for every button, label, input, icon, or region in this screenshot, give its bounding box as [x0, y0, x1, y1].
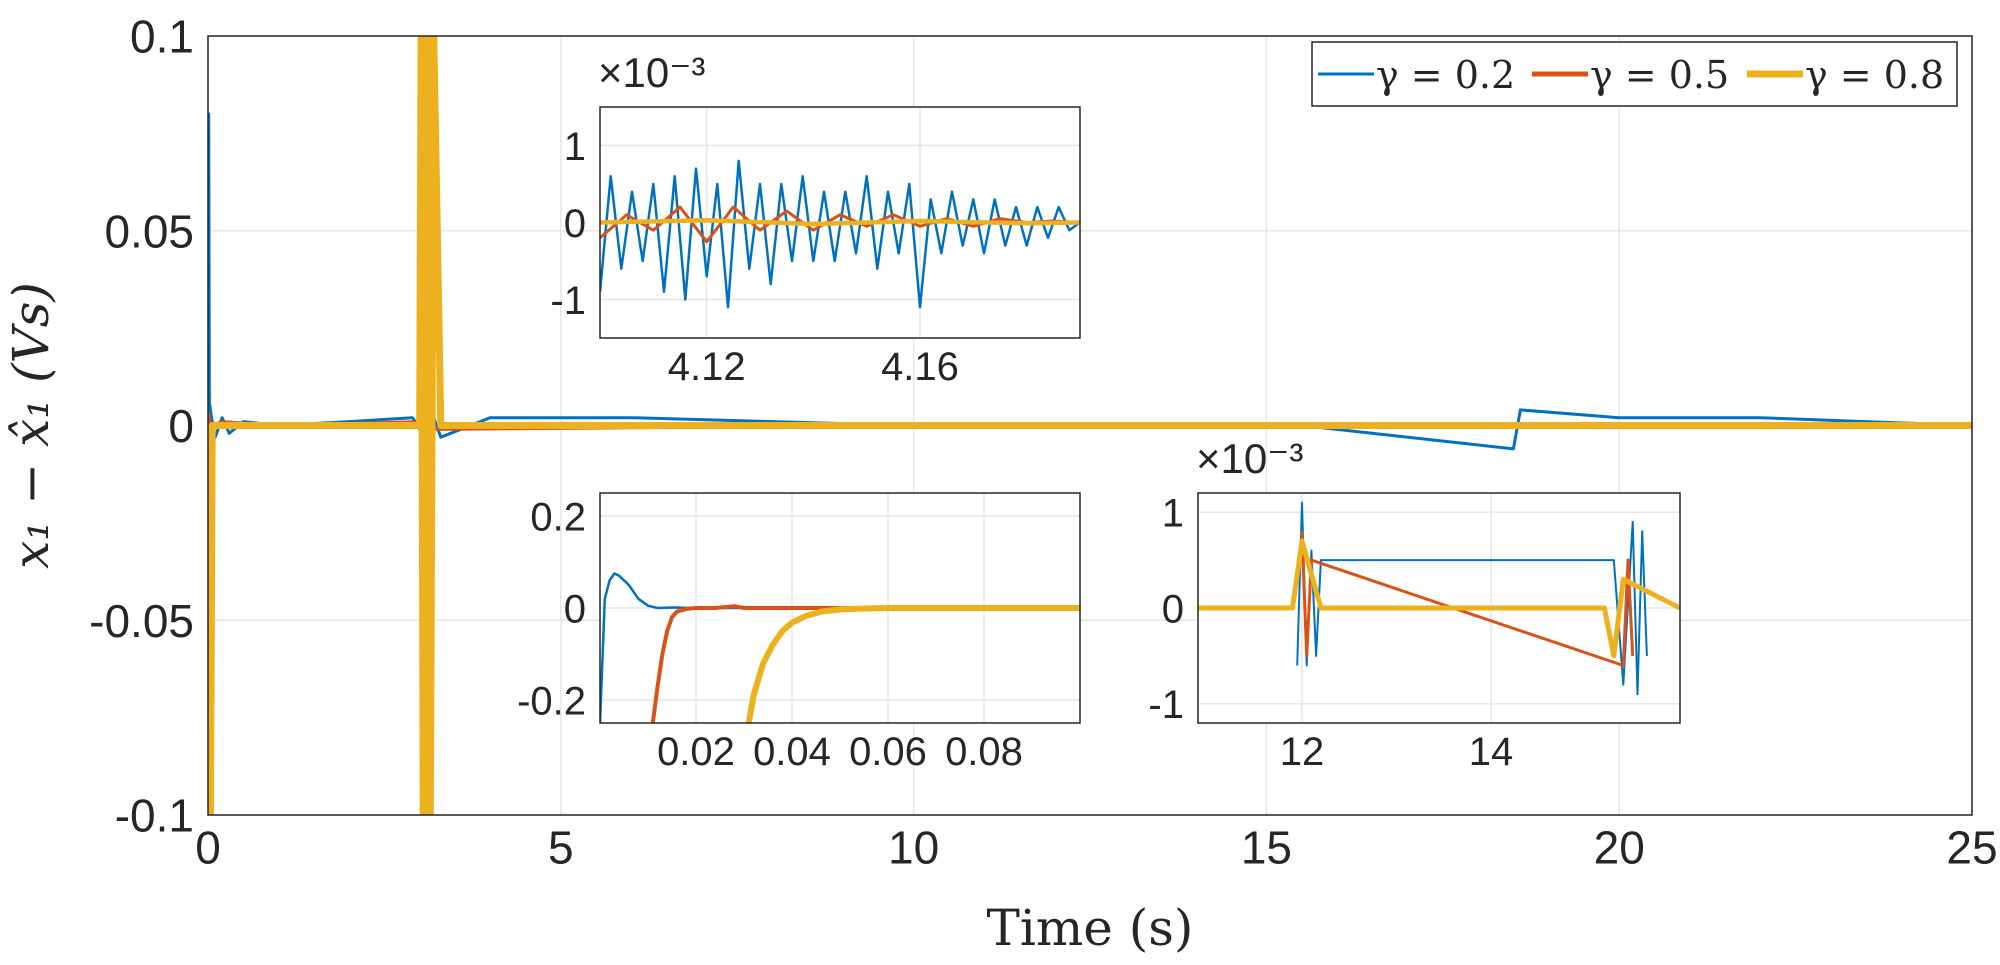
- legend-label: γ = 0.2: [1376, 53, 1515, 97]
- y-tick-label: -1: [1148, 683, 1184, 727]
- series-line-inset_bottom_left-2: [745, 605, 1080, 723]
- x-tick-label: 0.06: [849, 730, 927, 774]
- x-tick-label: 4.16: [881, 345, 959, 389]
- x-tick-label: 0: [195, 821, 221, 873]
- x-tick-label: 5: [548, 821, 574, 873]
- main-frame: [207, 35, 1973, 816]
- x-tick-label: 10: [888, 821, 939, 873]
- series-line-inset_bottom_left-0: [600, 572, 1080, 723]
- inset_bottom_left-series: [600, 572, 1080, 723]
- y-tick-label: 0.2: [530, 495, 586, 539]
- series-line-inset_bottom_left-1: [650, 604, 1080, 723]
- x-tick-label: 20: [1594, 821, 1645, 873]
- inset_bottom_right-series: [1198, 501, 1680, 696]
- y-tick-label: 0: [564, 202, 586, 246]
- y-tick-label: 0: [1162, 587, 1184, 631]
- x-tick-label: 0.02: [657, 730, 735, 774]
- legend: γ = 0.2 γ = 0.5 γ = 0.8: [1311, 41, 1958, 107]
- series-line-inset_bottom_right-1: [1300, 531, 1635, 667]
- exponent-label: ×10⁻³: [598, 49, 705, 96]
- y-tick-label: -0.1: [115, 790, 194, 842]
- y-tick-label: -0.2: [517, 679, 586, 723]
- series-line-main-2: [208, 36, 1972, 815]
- y-tick-label: 1: [1162, 492, 1184, 536]
- y-tick-label: 0: [168, 400, 194, 452]
- x-tick-label: 15: [1241, 821, 1292, 873]
- y-axis-label: x₁ − x̂₁ (Vs): [2, 282, 60, 569]
- x-tick-label: 0.08: [945, 730, 1023, 774]
- y-tick-label: 1: [564, 125, 586, 169]
- y-tick-label: 0: [564, 587, 586, 631]
- series-line-inset_top-2: [600, 217, 1080, 227]
- x-tick-label: 12: [1280, 730, 1325, 774]
- y-tick-label: 0.05: [104, 205, 194, 257]
- main-series: [208, 36, 1972, 815]
- legend-box: [1311, 41, 1958, 107]
- y-tick-label: 0.1: [130, 11, 194, 63]
- legend-label: γ = 0.8: [1805, 53, 1944, 97]
- exponent-label: ×10⁻³: [1196, 435, 1303, 482]
- inset_top-frame: [599, 106, 1081, 339]
- inset_bottom_left-frame: [599, 492, 1081, 724]
- series-line-main-0: [208, 112, 1972, 451]
- x-tick-label: 14: [1469, 730, 1514, 774]
- y-tick-label: -1: [550, 279, 586, 323]
- inset_bottom_right-frame: [1197, 492, 1681, 724]
- y-tick-label: -0.05: [89, 595, 194, 647]
- x-tick-label: 0.04: [753, 730, 831, 774]
- x-tick-label: 25: [1946, 821, 1997, 873]
- x-axis-label: Time (s): [987, 899, 1194, 957]
- legend-label: γ = 0.5: [1590, 53, 1729, 97]
- x-tick-label: 4.12: [668, 345, 746, 389]
- inset_top-series: [600, 159, 1080, 309]
